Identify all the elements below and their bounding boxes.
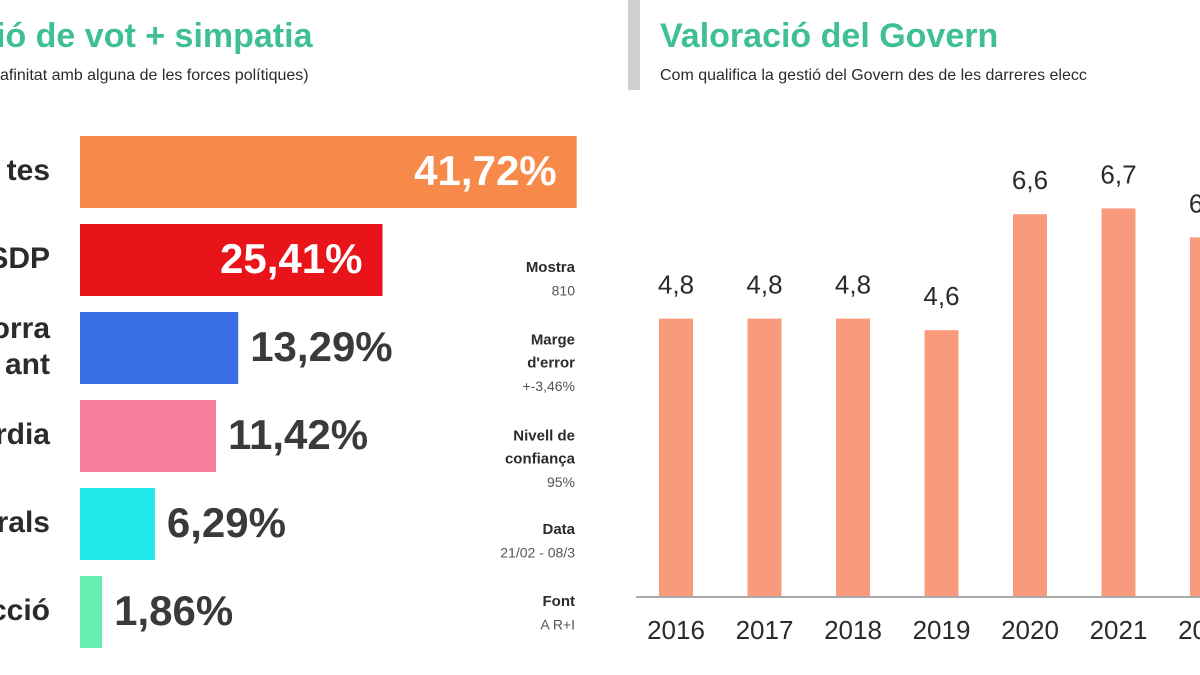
note-value: A R+I: [540, 617, 575, 633]
value-label: 1,86%: [114, 587, 233, 634]
value-label: 6,2: [1189, 188, 1200, 218]
value-label: 6,7: [1100, 159, 1136, 189]
category-label: tes: [7, 154, 50, 187]
x-tick-label: 2018: [824, 615, 882, 645]
category-label: SDP: [0, 242, 50, 275]
x-tick-label: 2019: [913, 615, 971, 645]
bar: [80, 312, 239, 384]
x-tick-label: 2021: [1090, 615, 1148, 645]
value-label: 6,29%: [167, 499, 286, 546]
bar: [80, 224, 383, 296]
category-label: rals: [0, 506, 50, 539]
chart-subtitle: afinitat amb alguna de les forces políti…: [0, 67, 309, 84]
note-label: Nivell de: [513, 427, 575, 444]
value-label: 11,42%: [228, 411, 368, 458]
value-label: 4,8: [658, 269, 694, 299]
note-value: 810: [552, 283, 576, 299]
note-value: +-3,46%: [522, 378, 575, 394]
bar: [80, 488, 155, 560]
bar: [80, 576, 103, 648]
chart-title: Valoració del Govern: [660, 17, 998, 55]
note-value: 21/02 - 08/3: [500, 545, 575, 561]
value-label: 4,6: [923, 281, 959, 311]
note-label: confiança: [505, 450, 576, 467]
bar: [80, 136, 577, 208]
bar: [836, 318, 870, 597]
bar: [659, 318, 693, 597]
note-label: d'error: [527, 354, 575, 371]
x-tick-label: 2022: [1178, 615, 1200, 645]
value-label: 6,6: [1012, 165, 1048, 195]
note-label: Marge: [531, 331, 575, 348]
bar: [1013, 214, 1047, 597]
note-label: Font: [543, 593, 575, 610]
value-label: 4,8: [835, 269, 871, 299]
bar: [1101, 208, 1136, 597]
divider: [628, 0, 640, 90]
category-label: orra: [0, 312, 50, 345]
x-tick-label: 2016: [647, 615, 705, 645]
chart-subtitle: Com qualifica la gestió del Govern des d…: [660, 67, 1087, 84]
value-label: 4,8: [746, 269, 782, 299]
chart-title: ió de vot + simpatia: [0, 17, 314, 55]
category-label: rdia: [0, 418, 50, 451]
category-label: cció: [0, 594, 50, 627]
bar: [747, 318, 782, 597]
bar: [924, 330, 959, 597]
value-label: 41,72%: [414, 147, 556, 194]
value-label: 25,41%: [220, 235, 362, 282]
category-label: ant: [5, 348, 50, 381]
value-label: 13,29%: [250, 323, 392, 370]
note-value: 95%: [547, 474, 575, 490]
note-label: Mostra: [526, 259, 576, 276]
x-tick-label: 2017: [736, 615, 794, 645]
x-tick-label: 2020: [1001, 615, 1059, 645]
bar: [1190, 237, 1200, 597]
note-label: Data: [542, 521, 575, 538]
bar: [80, 400, 216, 472]
